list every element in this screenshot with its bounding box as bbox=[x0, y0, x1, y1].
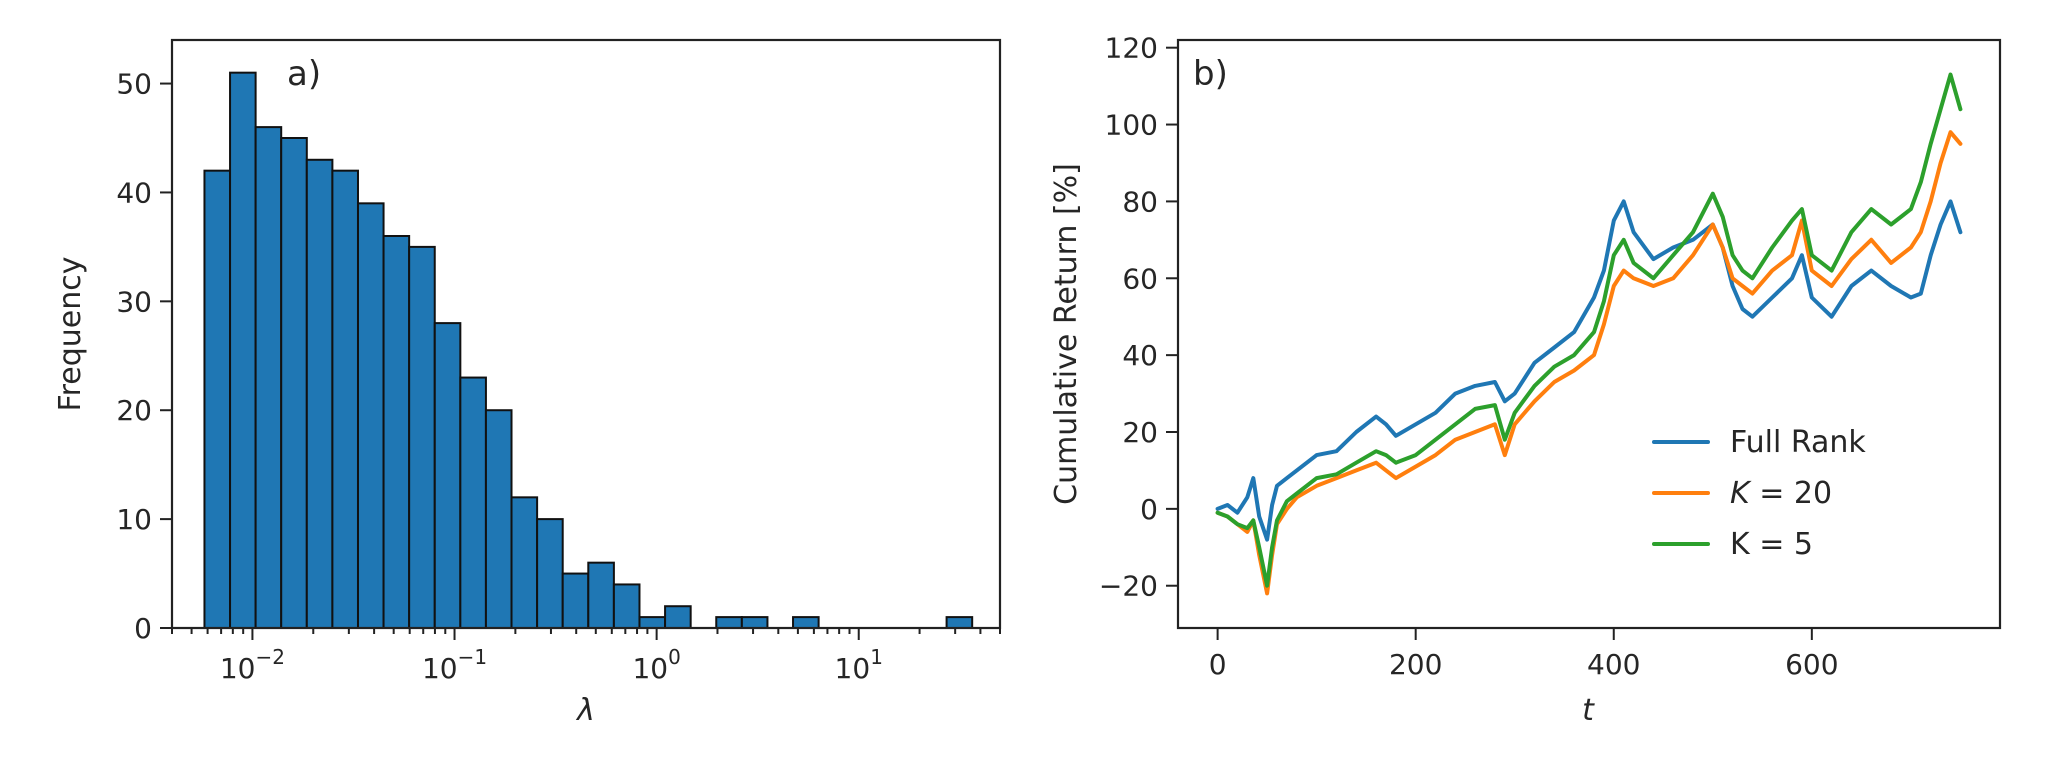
y-tick-label: 20 bbox=[116, 394, 152, 427]
y-tick-label: 50 bbox=[116, 68, 152, 101]
plot-frame bbox=[170, 38, 1002, 630]
cumulative-return-panel: 0 200 400 600 −20 0 20 40 60 80 100 120 b) t Cumul… bbox=[1049, 32, 2002, 728]
x-tick-label: 101 bbox=[835, 645, 883, 685]
histogram-bar bbox=[484, 409, 513, 629]
y-axis-label: Cumulative Return [%] bbox=[1049, 163, 1084, 505]
y-tick-label: 20 bbox=[1122, 416, 1158, 449]
y-tick-label: 30 bbox=[116, 285, 152, 318]
histogram-bar bbox=[280, 137, 308, 629]
x-tick-label: 100 bbox=[632, 645, 680, 685]
x-tick-label: 400 bbox=[1587, 648, 1640, 681]
histogram-bar bbox=[664, 605, 692, 630]
histogram-bar bbox=[382, 235, 411, 629]
y-tick-label: 80 bbox=[1122, 185, 1158, 218]
histogram-bar bbox=[254, 126, 283, 629]
legend-label: K = 5 bbox=[1730, 527, 1813, 562]
y-tick-label: 100 bbox=[1105, 109, 1158, 142]
histogram-bar bbox=[433, 322, 462, 629]
histogram-bar bbox=[638, 616, 667, 629]
x-tick-label: 10−1 bbox=[422, 645, 487, 685]
x-tick-label: 10−2 bbox=[220, 645, 285, 685]
plot-frame bbox=[1176, 38, 2002, 630]
histogram-bar bbox=[459, 376, 487, 629]
histogram-bar bbox=[792, 616, 820, 629]
histogram-panel: 10−2 10−1 100 101 0 10 20 30 40 50 a) λ Frequenc… bbox=[53, 38, 1002, 728]
x-axis-ticks: 0 200 400 600 bbox=[1209, 628, 1839, 681]
legend-label: Full Rank bbox=[1730, 425, 1866, 460]
histogram-bar bbox=[203, 169, 232, 630]
histogram-bar bbox=[356, 202, 385, 629]
histogram-bar bbox=[305, 158, 334, 630]
histogram-bar bbox=[536, 518, 564, 629]
series-line bbox=[1215, 199, 1963, 542]
y-tick-label: 120 bbox=[1105, 32, 1158, 65]
x-axis-ticks: 10−2 10−1 100 101 bbox=[171, 628, 1001, 685]
y-tick-label: 10 bbox=[116, 503, 152, 536]
panel-label-a: a) bbox=[287, 54, 321, 94]
series-line bbox=[1215, 130, 1963, 596]
histogram-bar bbox=[587, 561, 615, 630]
y-tick-label: 0 bbox=[1140, 493, 1158, 526]
histogram-bar bbox=[612, 583, 641, 630]
histogram-bar bbox=[740, 616, 769, 629]
y-tick-label: 40 bbox=[1122, 339, 1158, 372]
y-tick-label: 40 bbox=[116, 176, 152, 209]
histogram-bar bbox=[408, 245, 436, 629]
legend-label: K = 20 bbox=[1730, 476, 1832, 511]
x-axis-label: λ bbox=[575, 693, 595, 728]
y-tick-label: −20 bbox=[1099, 570, 1158, 603]
histogram-bar bbox=[945, 616, 974, 629]
y-axis-ticks: −20 0 20 40 60 80 100 120 bbox=[1099, 32, 1178, 603]
panel-label-b: b) bbox=[1193, 54, 1228, 94]
y-axis-ticks: 0 10 20 30 40 50 bbox=[116, 68, 172, 645]
histogram-bar bbox=[510, 496, 539, 630]
y-tick-label: 0 bbox=[134, 612, 152, 645]
series-lines bbox=[1215, 72, 1963, 596]
histogram-bar bbox=[229, 71, 257, 629]
histogram-bar bbox=[561, 572, 590, 629]
x-tick-label: 200 bbox=[1389, 648, 1442, 681]
y-axis-label: Frequency bbox=[53, 257, 88, 412]
legend: Full Rank K = 20 K = 5 bbox=[1652, 425, 1866, 562]
series-line bbox=[1215, 72, 1963, 588]
x-tick-label: 0 bbox=[1209, 648, 1227, 681]
histogram-bar bbox=[331, 169, 359, 630]
histogram-bars bbox=[203, 71, 974, 630]
x-axis-label: t bbox=[1582, 693, 1595, 728]
histogram-bar bbox=[715, 616, 743, 629]
x-tick-label: 600 bbox=[1785, 648, 1838, 681]
y-tick-label: 60 bbox=[1122, 262, 1158, 295]
